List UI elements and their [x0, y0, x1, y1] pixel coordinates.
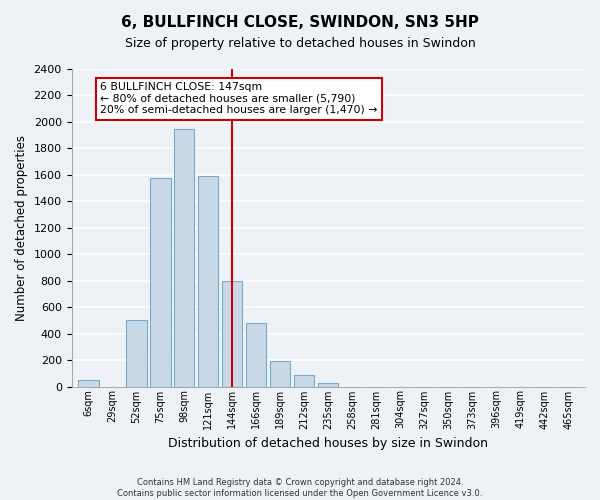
Text: 6 BULLFINCH CLOSE: 147sqm
← 80% of detached houses are smaller (5,790)
20% of se: 6 BULLFINCH CLOSE: 147sqm ← 80% of detac…: [100, 82, 377, 116]
Bar: [318, 382, 338, 386]
X-axis label: Distribution of detached houses by size in Swindon: Distribution of detached houses by size …: [168, 437, 488, 450]
Y-axis label: Number of detached properties: Number of detached properties: [15, 135, 28, 321]
Text: Size of property relative to detached houses in Swindon: Size of property relative to detached ho…: [125, 38, 475, 51]
Bar: [150, 178, 170, 386]
Bar: [174, 128, 194, 386]
Bar: [246, 323, 266, 386]
Text: Contains HM Land Registry data © Crown copyright and database right 2024.
Contai: Contains HM Land Registry data © Crown c…: [118, 478, 482, 498]
Bar: [78, 380, 98, 386]
Bar: [270, 362, 290, 386]
Bar: [222, 280, 242, 386]
Bar: [126, 320, 146, 386]
Bar: [294, 374, 314, 386]
Bar: [198, 176, 218, 386]
Text: 6, BULLFINCH CLOSE, SWINDON, SN3 5HP: 6, BULLFINCH CLOSE, SWINDON, SN3 5HP: [121, 15, 479, 30]
